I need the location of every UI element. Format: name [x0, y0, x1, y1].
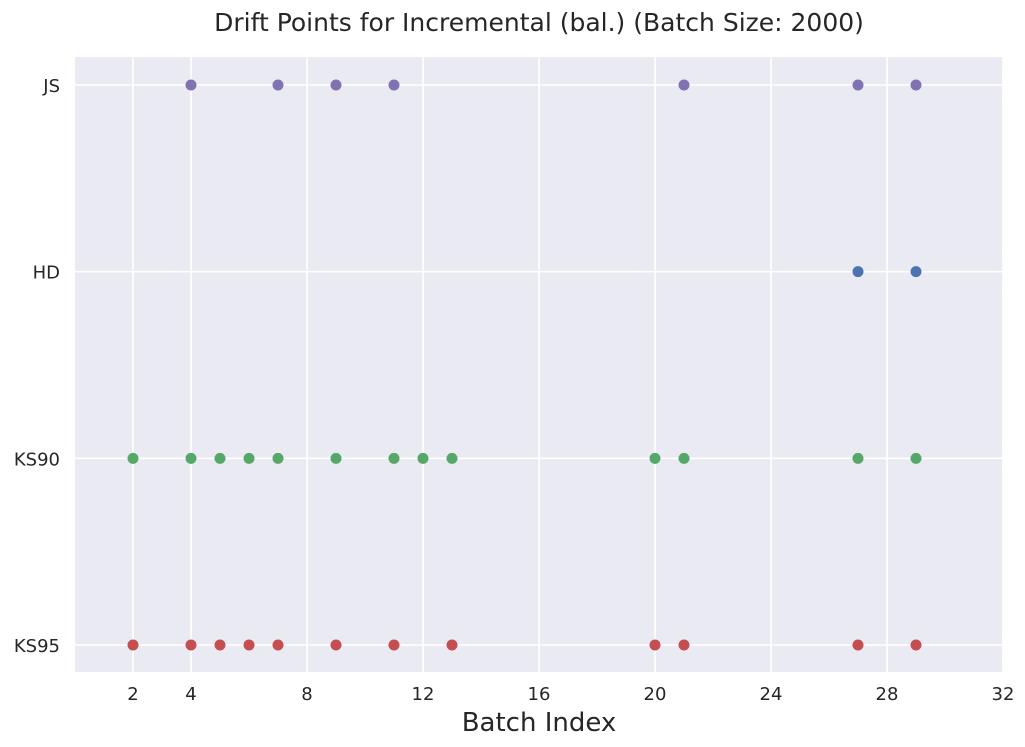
point-ks95	[127, 639, 139, 651]
x-tick-label: 24	[760, 684, 783, 705]
point-js	[678, 79, 690, 91]
point-ks95	[330, 639, 342, 651]
point-ks90	[272, 452, 284, 464]
y-tick-label: JS	[42, 76, 60, 97]
y-tick-label: KS90	[14, 449, 60, 470]
point-hd	[910, 266, 922, 278]
chart-title: Drift Points for Incremental (bal.) (Bat…	[214, 8, 864, 37]
point-ks90	[330, 452, 342, 464]
point-ks90	[446, 452, 458, 464]
point-ks90	[910, 452, 922, 464]
y-tick-label: KS95	[14, 636, 60, 657]
point-ks90	[678, 452, 690, 464]
point-ks90	[185, 452, 197, 464]
x-tick-label: 16	[528, 684, 551, 705]
point-ks90	[417, 452, 429, 464]
point-ks90	[649, 452, 661, 464]
point-ks90	[214, 452, 226, 464]
x-axis-ticks: 2 4 8 12 16 20 24 28 32	[127, 684, 1014, 705]
point-js	[185, 79, 197, 91]
point-ks95	[649, 639, 661, 651]
point-ks95	[910, 639, 922, 651]
point-hd	[852, 266, 864, 278]
point-ks95	[388, 639, 400, 651]
point-js	[852, 79, 864, 91]
point-ks90	[127, 452, 139, 464]
x-tick-label: 2	[127, 684, 138, 705]
x-tick-label: 28	[876, 684, 899, 705]
point-ks90	[852, 452, 864, 464]
point-ks95	[852, 639, 864, 651]
y-axis-ticks: KS95 KS90 HD JS	[14, 76, 60, 657]
x-tick-label: 32	[992, 684, 1015, 705]
y-tick-label: HD	[33, 263, 60, 284]
x-axis-label: Batch Index	[462, 708, 617, 738]
point-js	[330, 79, 342, 91]
x-tick-label: 12	[412, 684, 435, 705]
grid-lines	[75, 57, 1004, 672]
point-ks95	[214, 639, 226, 651]
point-ks90	[243, 452, 255, 464]
point-ks95	[678, 639, 690, 651]
data-points	[127, 79, 922, 651]
point-ks90	[388, 452, 400, 464]
point-ks95	[185, 639, 197, 651]
x-tick-label: 8	[301, 684, 312, 705]
point-js	[272, 79, 284, 91]
point-ks95	[243, 639, 255, 651]
point-js	[388, 79, 400, 91]
x-tick-label: 4	[185, 684, 196, 705]
point-ks95	[272, 639, 284, 651]
point-ks95	[446, 639, 458, 651]
x-tick-label: 20	[644, 684, 667, 705]
point-js	[910, 79, 922, 91]
